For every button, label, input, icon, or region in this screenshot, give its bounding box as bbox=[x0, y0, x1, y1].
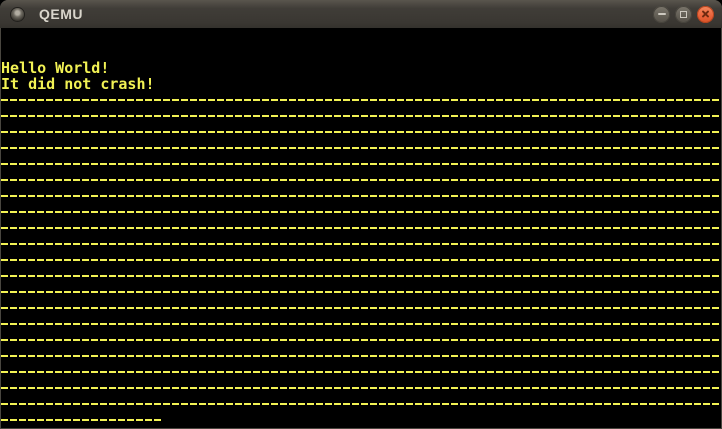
text-row: ----------------------------------------… bbox=[1, 124, 721, 140]
close-icon bbox=[701, 10, 710, 19]
text-row: ----------------------------------------… bbox=[1, 252, 721, 268]
window-icon bbox=[11, 7, 24, 21]
text-row: ----------------------------------------… bbox=[1, 204, 721, 220]
title-bar[interactable]: QEMU bbox=[0, 0, 722, 28]
text-row: ----------------------------------------… bbox=[1, 380, 721, 396]
text-row: ----------------------------------------… bbox=[1, 300, 721, 316]
text-row: ------------------ bbox=[1, 412, 721, 428]
maximize-icon bbox=[680, 10, 687, 18]
minimize-button[interactable] bbox=[653, 5, 670, 23]
text-row: ----------------------------------------… bbox=[1, 284, 721, 300]
text-row: ----------------------------------------… bbox=[1, 396, 721, 412]
text-row: ----------------------------------------… bbox=[1, 332, 721, 348]
window-controls bbox=[653, 5, 714, 23]
text-row: ----------------------------------------… bbox=[1, 92, 721, 108]
minimize-icon bbox=[657, 13, 666, 15]
vga-screen[interactable]: Hello World!It did not crash!-----------… bbox=[1, 28, 721, 428]
text-row: ----------------------------------------… bbox=[1, 188, 721, 204]
text-row: ----------------------------------------… bbox=[1, 364, 721, 380]
text-row: ----------------------------------------… bbox=[1, 236, 721, 252]
text-row: It did not crash! bbox=[1, 76, 155, 92]
text-row bbox=[1, 44, 721, 60]
text-row: Hello World! bbox=[1, 60, 110, 76]
text-row: ----------------------------------------… bbox=[1, 348, 721, 364]
text-row bbox=[1, 28, 721, 44]
text-row: ----------------------------------------… bbox=[1, 268, 721, 284]
window-title: QEMU bbox=[39, 6, 83, 22]
text-row: ----------------------------------------… bbox=[1, 108, 721, 124]
text-row: ----------------------------------------… bbox=[1, 140, 721, 156]
close-button[interactable] bbox=[697, 5, 714, 23]
text-row: ----------------------------------------… bbox=[1, 172, 721, 188]
text-row: ----------------------------------------… bbox=[1, 156, 721, 172]
maximize-button[interactable] bbox=[675, 5, 692, 23]
text-row: ----------------------------------------… bbox=[1, 220, 721, 236]
text-row: ----------------------------------------… bbox=[1, 316, 721, 332]
